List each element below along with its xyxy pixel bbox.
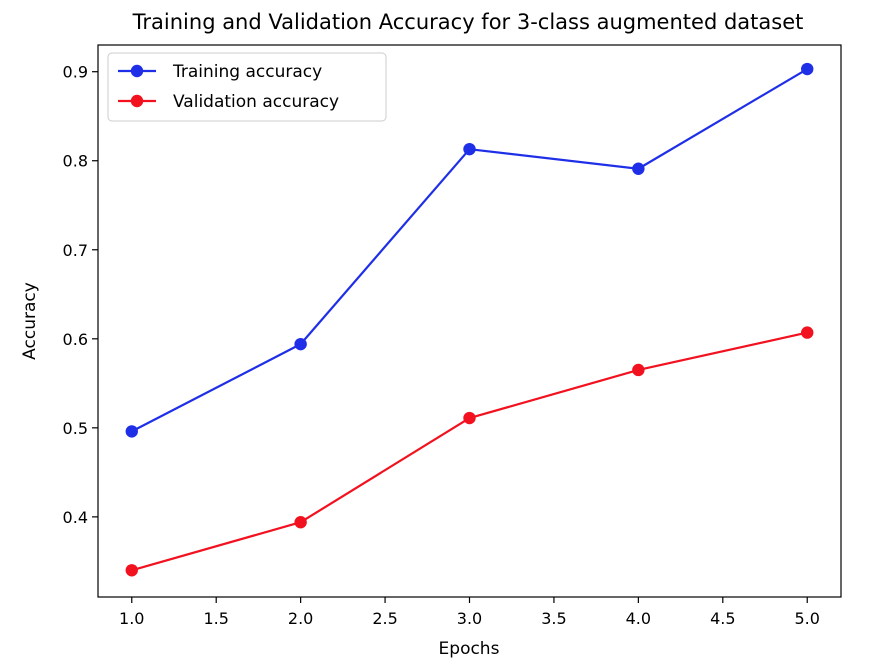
y-axis-ticks: 0.4 0.5 0.6 0.7 0.8 0.9 [63, 63, 98, 527]
legend-item-validation-accuracy: Validation accuracy [118, 92, 339, 112]
x-tick-label: 5.0 [795, 609, 820, 628]
legend-marker-swatch [130, 64, 144, 78]
data-point-training-accuracy [801, 62, 814, 76]
data-point-training-accuracy [463, 142, 476, 156]
legend: Training accuracy Validation accuracy [107, 52, 387, 122]
x-tick-label: 1.5 [203, 609, 228, 628]
x-tick-label: 4.5 [710, 609, 735, 628]
legend-label: Training accuracy [172, 62, 322, 82]
data-point-validation-accuracy [801, 326, 814, 339]
x-tick-label: 2.0 [288, 609, 313, 628]
x-tick-label: 1.0 [119, 609, 144, 628]
data-point-validation-accuracy [632, 363, 645, 377]
y-tick-label: 0.8 [63, 152, 88, 171]
data-point-validation-accuracy [463, 411, 476, 425]
y-tick-label: 0.9 [63, 63, 88, 82]
y-axis-label: Accuracy [20, 282, 40, 360]
series-line-validation-accuracy [131, 331, 808, 572]
data-point-training-accuracy [125, 425, 138, 438]
y-tick-label: 0.4 [63, 508, 88, 527]
legend-box [107, 52, 387, 122]
x-axis-ticks: 1.0 1.5 2.0 2.5 3.0 3.5 4.0 4.5 5.0 [119, 597, 820, 628]
x-tick-label: 3.5 [541, 609, 566, 628]
x-tick-label: 3.0 [457, 609, 482, 628]
legend-marker-swatch [130, 94, 144, 108]
legend-item-training-accuracy: Training accuracy [118, 62, 322, 82]
x-axis-label: Epochs [439, 639, 500, 659]
y-tick-label: 0.5 [63, 419, 88, 438]
series-layer [125, 62, 814, 577]
x-tick-label: 2.5 [372, 609, 397, 628]
x-tick-label: 4.0 [626, 609, 651, 628]
y-tick-label: 0.7 [63, 241, 88, 260]
plot-frame [97, 44, 842, 598]
data-point-training-accuracy [632, 162, 645, 175]
legend-label: Validation accuracy [173, 92, 339, 112]
series-line-training-accuracy [131, 68, 808, 433]
chart-title: Training and Validation Accuracy for 3-c… [132, 10, 804, 34]
data-point-validation-accuracy [294, 516, 307, 529]
y-tick-label: 0.6 [63, 330, 88, 349]
data-point-validation-accuracy [125, 564, 138, 577]
data-point-training-accuracy [294, 337, 307, 351]
